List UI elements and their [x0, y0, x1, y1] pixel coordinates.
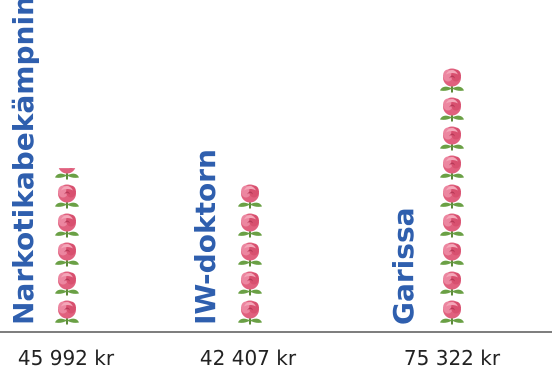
value-label-2: 75 322 kr	[404, 346, 501, 367]
rose-icon	[439, 96, 465, 123]
category-label-2: Garissa	[387, 207, 420, 325]
rose-icon	[54, 168, 80, 181]
rose-icon	[439, 212, 465, 239]
category-label-1: IW-doktorn	[189, 149, 222, 325]
labels-group: Narkotikabekämpning 45 992 kr IW-doktorn 42…	[7, 0, 501, 367]
rose-icon	[439, 125, 465, 152]
bar-2	[439, 68, 465, 326]
rose-icon	[54, 241, 80, 268]
rose-icon	[237, 183, 263, 210]
rose-icon	[237, 241, 263, 268]
bar-1	[237, 183, 263, 326]
rose-icon	[439, 299, 465, 326]
bar-0	[54, 168, 80, 326]
rose-icon	[54, 270, 80, 297]
rose-icon	[439, 183, 465, 210]
rose-icon	[439, 154, 465, 181]
rose-icon	[54, 183, 80, 210]
rose-icon	[237, 299, 263, 326]
rose-icon	[439, 241, 465, 268]
rose-icon	[54, 299, 80, 326]
rose-icon	[439, 270, 465, 297]
value-label-0: 45 992 kr	[18, 346, 115, 367]
rose-icon	[237, 212, 263, 239]
category-label-0: Narkotikabekämpning	[7, 0, 40, 325]
rose-icon	[439, 68, 465, 94]
rose-icon	[54, 212, 80, 239]
value-label-1: 42 407 kr	[200, 346, 297, 367]
rose-icon	[237, 270, 263, 297]
